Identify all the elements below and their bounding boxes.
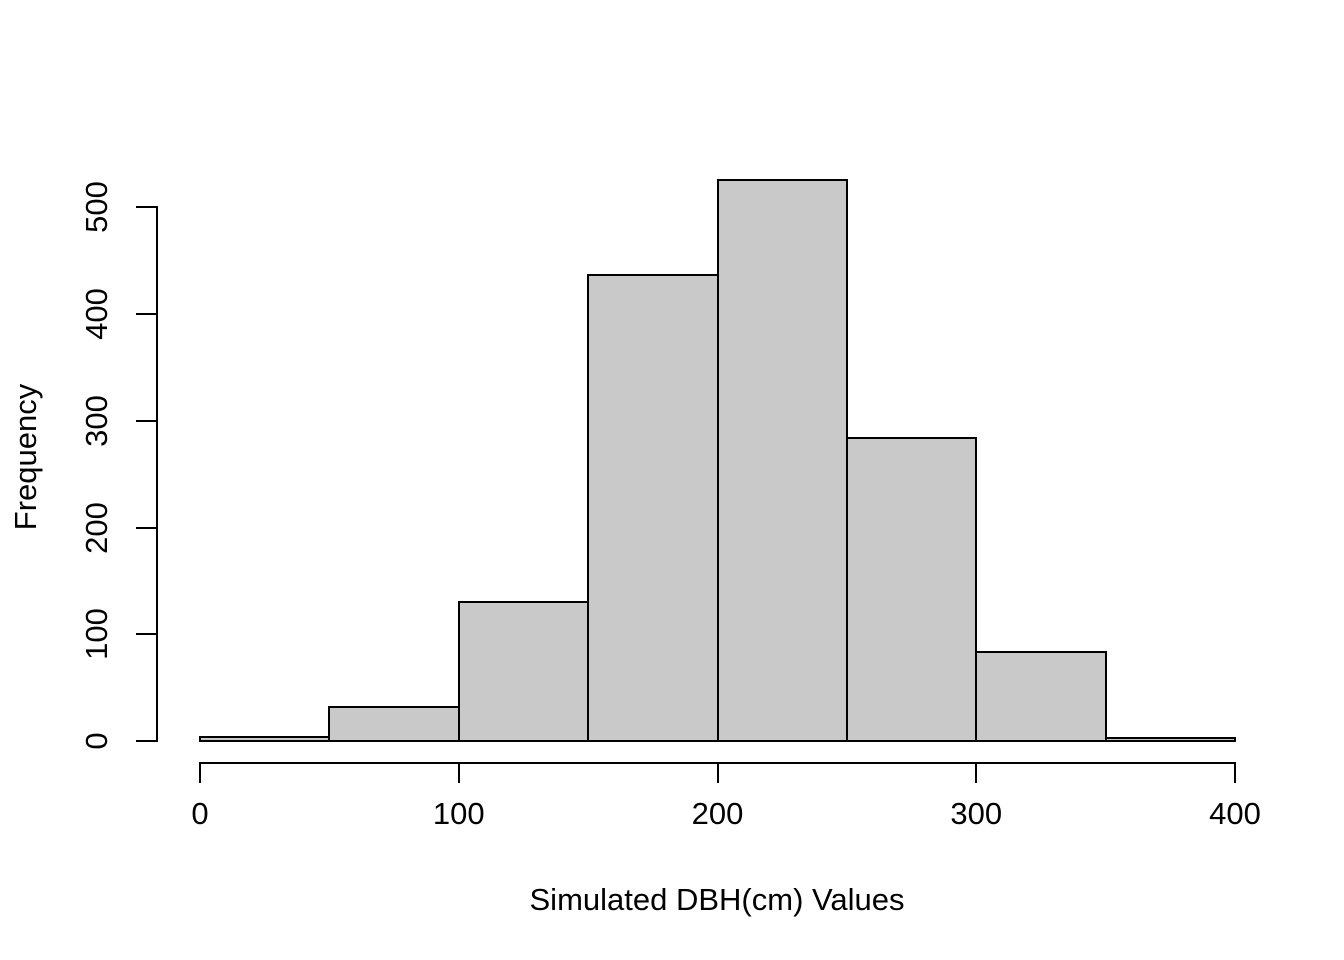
x-tick xyxy=(199,762,201,783)
y-tick-label: 0 xyxy=(79,732,114,750)
x-tick-label: 300 xyxy=(950,796,1003,831)
histogram-bar xyxy=(1104,736,1236,742)
x-axis-title: Simulated DBH(cm) Values xyxy=(529,882,905,917)
histogram-bar xyxy=(457,601,590,742)
histogram-bar xyxy=(845,436,978,742)
histogram-bar xyxy=(328,705,460,742)
histogram-bar xyxy=(716,178,848,742)
y-tick xyxy=(136,633,157,636)
x-tick xyxy=(1234,762,1236,783)
x-tick-label: 200 xyxy=(691,796,744,831)
x-tick-label: 100 xyxy=(432,796,485,831)
y-tick-label: 200 xyxy=(79,501,114,554)
y-tick xyxy=(136,419,157,422)
x-tick xyxy=(716,762,719,783)
histogram-bar xyxy=(975,651,1107,742)
y-tick-label: 500 xyxy=(79,181,114,234)
y-tick xyxy=(136,526,157,529)
y-tick xyxy=(136,313,157,316)
y-axis-line xyxy=(156,206,158,742)
histogram-bar xyxy=(587,273,719,742)
y-tick xyxy=(136,740,157,742)
x-tick-label: 0 xyxy=(191,796,209,831)
histogram-bar xyxy=(199,735,331,742)
y-tick-label: 300 xyxy=(79,394,114,447)
x-tick xyxy=(975,762,978,783)
x-tick xyxy=(457,762,460,783)
y-tick-label: 100 xyxy=(79,608,114,661)
x-tick-label: 400 xyxy=(1209,796,1261,831)
y-tick-label: 400 xyxy=(79,288,114,340)
y-tick xyxy=(136,206,157,209)
y-axis-title: Frequency xyxy=(8,383,43,531)
